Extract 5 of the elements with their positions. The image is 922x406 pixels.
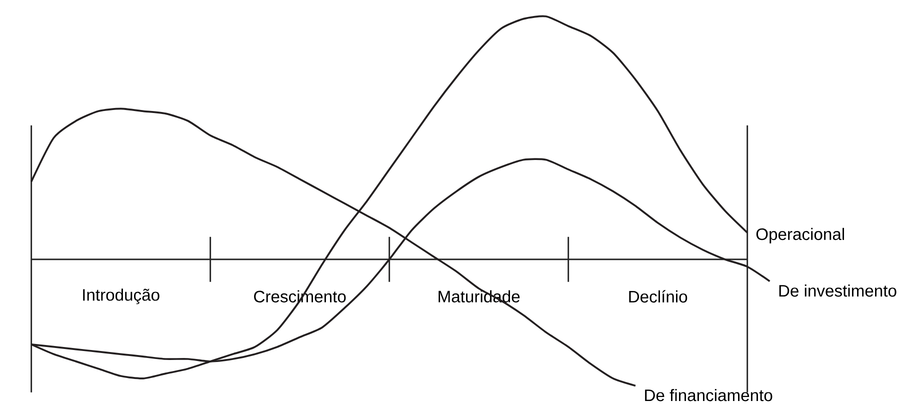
series-label: Operacional bbox=[756, 228, 844, 244]
x-tick-label: Declínio bbox=[629, 290, 688, 303]
series-label: De investimento bbox=[779, 284, 896, 297]
x-tick-label: Introdução bbox=[83, 288, 160, 304]
series-label: De financiamento bbox=[645, 388, 772, 402]
